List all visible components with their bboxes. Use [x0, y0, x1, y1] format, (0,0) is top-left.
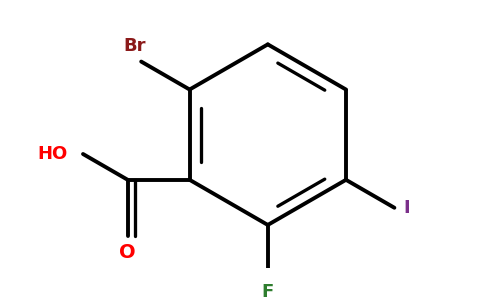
Text: I: I [403, 199, 409, 217]
Text: O: O [120, 243, 136, 262]
Text: HO: HO [37, 145, 68, 163]
Text: Br: Br [123, 37, 146, 55]
Text: F: F [262, 283, 274, 300]
